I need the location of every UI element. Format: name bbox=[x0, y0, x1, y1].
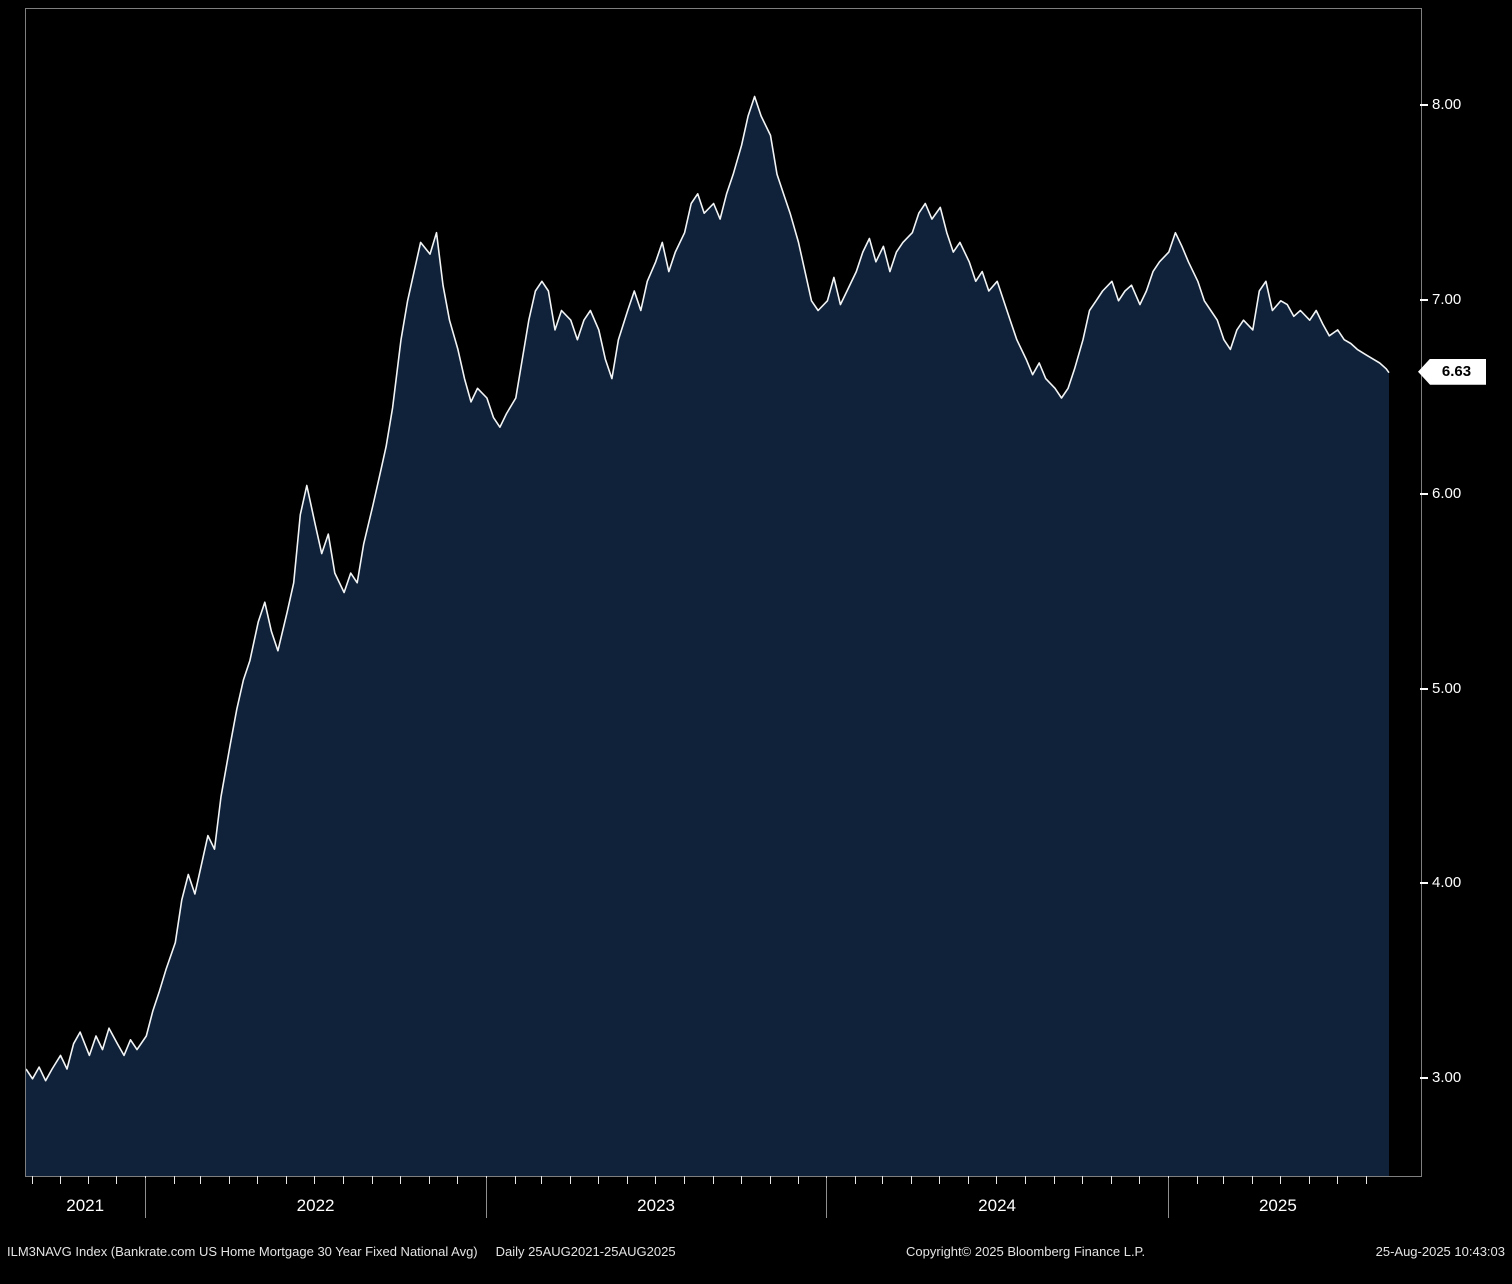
month-tick bbox=[797, 1176, 799, 1184]
footer-timestamp: 25-Aug-2025 10:43:03 bbox=[1375, 1244, 1505, 1259]
y-tick-mark bbox=[1420, 687, 1428, 690]
month-tick bbox=[855, 1176, 857, 1184]
month-tick bbox=[174, 1176, 176, 1184]
month-tick bbox=[456, 1176, 458, 1184]
month-tick bbox=[1251, 1176, 1253, 1184]
month-tick bbox=[597, 1176, 599, 1184]
y-tick-label: 6.00 bbox=[1420, 485, 1461, 503]
footer-left-group: ILM3NAVG Index (Bankrate.com US Home Mor… bbox=[7, 1244, 676, 1259]
month-tick bbox=[314, 1176, 316, 1184]
footer-copyright: Copyright© 2025 Bloomberg Finance L.P. bbox=[906, 1244, 1146, 1259]
year-label: 2025 bbox=[1258, 1196, 1297, 1215]
month-tick bbox=[996, 1176, 998, 1184]
last-price-badge: 6.63 bbox=[1418, 358, 1486, 385]
area-fill bbox=[26, 96, 1389, 1176]
year-boundary-tick bbox=[485, 1178, 487, 1218]
month-tick bbox=[59, 1176, 61, 1184]
month-tick bbox=[1110, 1176, 1112, 1184]
month-tick bbox=[343, 1176, 345, 1184]
month-tick bbox=[626, 1176, 628, 1184]
year-boundary-tick bbox=[826, 1178, 828, 1218]
month-tick bbox=[882, 1176, 884, 1184]
month-tick bbox=[229, 1176, 231, 1184]
month-tick bbox=[1336, 1176, 1338, 1184]
month-tick bbox=[116, 1176, 118, 1184]
footer-instrument: ILM3NAVG Index (Bankrate.com US Home Mor… bbox=[7, 1244, 478, 1259]
month-tick bbox=[31, 1176, 33, 1184]
year-boundary-tick bbox=[145, 1178, 147, 1218]
last-price-value: 6.63 bbox=[1441, 363, 1472, 381]
x-axis: 2021 2022 2023 2024 2025 bbox=[25, 1176, 1420, 1228]
month-tick bbox=[569, 1176, 571, 1184]
month-tick bbox=[740, 1176, 742, 1184]
footer-bar: ILM3NAVG Index (Bankrate.com US Home Mor… bbox=[0, 1244, 1512, 1259]
month-tick bbox=[540, 1176, 542, 1184]
month-tick bbox=[1196, 1176, 1198, 1184]
y-tick-mark bbox=[1420, 298, 1428, 301]
y-tick-label: 3.00 bbox=[1420, 1069, 1461, 1087]
y-tick-mark bbox=[1420, 493, 1428, 496]
year-label: 2023 bbox=[637, 1196, 676, 1215]
month-tick bbox=[429, 1176, 430, 1184]
month-tick bbox=[911, 1176, 913, 1184]
month-tick bbox=[939, 1176, 941, 1184]
y-tick-label: 7.00 bbox=[1420, 291, 1461, 309]
month-tick bbox=[200, 1176, 202, 1184]
y-tick-label: 5.00 bbox=[1420, 680, 1461, 698]
y-tick-mark bbox=[1420, 104, 1428, 107]
y-tick-mark bbox=[1420, 1076, 1428, 1079]
month-tick bbox=[1054, 1176, 1055, 1184]
month-tick bbox=[257, 1176, 259, 1184]
month-tick bbox=[654, 1176, 656, 1184]
month-tick bbox=[968, 1176, 970, 1184]
month-tick bbox=[400, 1176, 401, 1184]
month-tick bbox=[1279, 1176, 1281, 1184]
month-tick bbox=[514, 1176, 516, 1184]
month-tick bbox=[286, 1176, 288, 1184]
price-line bbox=[26, 95, 1390, 1082]
y-tick-label: 4.00 bbox=[1420, 874, 1461, 892]
month-tick bbox=[769, 1176, 771, 1184]
month-tick bbox=[1082, 1176, 1083, 1184]
month-tick bbox=[1138, 1176, 1140, 1184]
footer-period: Daily 25AUG2021-25AUG2025 bbox=[495, 1244, 676, 1259]
month-tick bbox=[1365, 1176, 1367, 1184]
y-tick-mark bbox=[1420, 882, 1428, 885]
year-boundary-tick bbox=[1167, 1178, 1169, 1218]
month-tick bbox=[88, 1176, 90, 1184]
month-tick bbox=[683, 1176, 685, 1184]
price-area-chart[interactable] bbox=[26, 9, 1421, 1176]
year-label: 2021 bbox=[66, 1196, 105, 1215]
year-label: 2024 bbox=[978, 1196, 1017, 1215]
year-label: 2022 bbox=[296, 1196, 335, 1215]
month-tick bbox=[372, 1176, 373, 1184]
y-tick-label: 8.00 bbox=[1420, 96, 1461, 114]
chart-plot-area[interactable] bbox=[25, 8, 1422, 1177]
month-tick bbox=[712, 1176, 714, 1184]
month-tick bbox=[1025, 1176, 1027, 1184]
month-tick bbox=[1222, 1176, 1224, 1184]
month-tick bbox=[1308, 1176, 1310, 1184]
